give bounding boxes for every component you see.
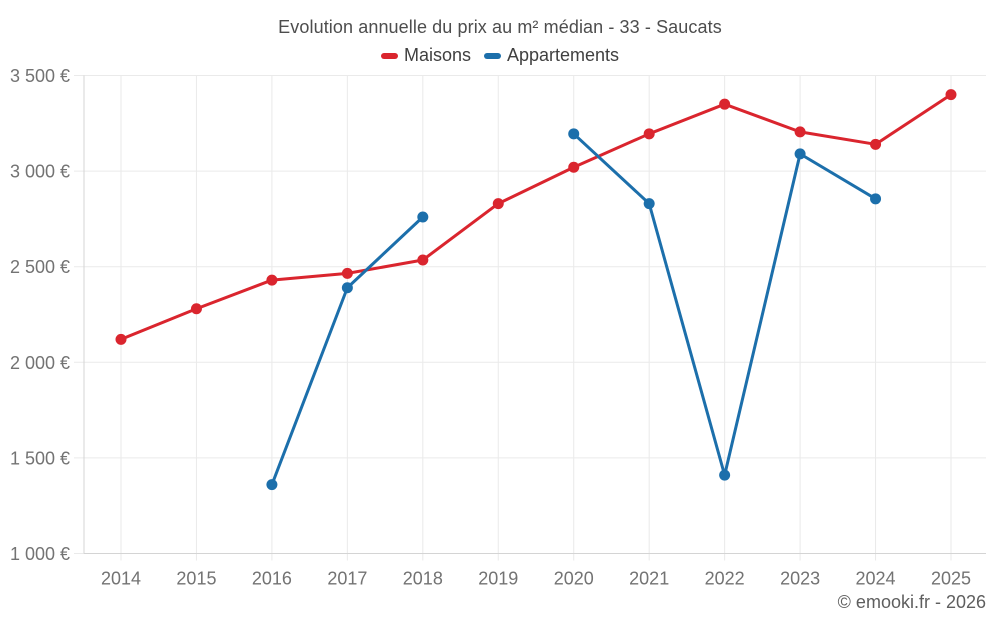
data-point-maisons-2021[interactable] [643,128,655,140]
series-appartements [266,128,882,491]
copyright-credit: © emooki.fr - 2026 [837,592,986,612]
data-point-maisons-2019[interactable] [492,198,504,210]
chart-title: Evolution annuelle du prix au m² médian … [278,17,722,37]
x-axis-label-2018: 2018 [403,569,443,589]
data-point-maisons-2014[interactable] [115,333,127,345]
data-point-maisons-2024[interactable] [870,138,882,150]
chart-legend: Maisons Appartements [0,45,1000,66]
x-axis-label-2025: 2025 [931,569,971,589]
x-axis-label-2024: 2024 [856,569,896,589]
legend-swatch-appartements [483,52,501,59]
x-axis-labels: 2014 2015 2016 2017 2018 2019 2020 2021 2022 2023… [101,569,971,589]
data-point-appartements-2022[interactable] [719,469,731,481]
data-point-appartements-2021[interactable] [643,198,655,210]
x-axis-label-2014: 2014 [101,569,141,589]
horizontal-gridlines [74,75,986,554]
data-point-maisons-2015[interactable] [190,303,202,315]
legend-item-appartements[interactable]: Appartements [483,45,620,66]
data-point-appartements-2016[interactable] [266,479,278,491]
x-axis-label-2015: 2015 [176,569,216,589]
x-axis-label-2023: 2023 [780,569,820,589]
data-point-appartements-2018[interactable] [417,211,429,223]
data-point-maisons-2022[interactable] [719,98,731,110]
data-point-appartements-2024[interactable] [870,193,882,205]
y-axis-labels: 1 000 € 1 500 € 2 000 € 2 500 € 3 000 € 3 500… [10,66,70,564]
series-maisons-line [119,93,953,341]
series-maisons [115,89,957,345]
data-point-appartements-2020[interactable] [568,128,580,140]
legend-swatch-maisons [380,52,398,59]
data-point-maisons-2017[interactable] [341,267,353,279]
y-axis-label-2500: 2 500 € [10,257,70,277]
data-point-appartements-2023[interactable] [794,148,806,160]
data-point-appartements-2017[interactable] [341,282,353,294]
y-axis-label-3000: 3 000 € [10,162,70,182]
x-axis-label-2022: 2022 [705,569,745,589]
x-axis-label-2019: 2019 [478,569,518,589]
y-axis-label-1000: 1 000 € [10,544,70,564]
x-axis-label-2016: 2016 [252,569,292,589]
legend-label-maisons: Maisons [403,45,471,65]
data-point-maisons-2016[interactable] [266,274,278,286]
x-axis-label-2020: 2020 [554,569,594,589]
x-axis-label-2021: 2021 [629,569,669,589]
legend-item-maisons[interactable]: Maisons [380,45,471,66]
data-point-maisons-2018[interactable] [417,254,429,266]
y-axis-label-2000: 2 000 € [10,353,70,373]
data-point-maisons-2025[interactable] [945,89,957,101]
data-point-maisons-2020[interactable] [568,161,580,173]
y-axis-label-3500: 3 500 € [10,66,70,86]
vertical-gridlines [120,75,952,561]
x-axis-label-2017: 2017 [327,569,367,589]
data-point-maisons-2023[interactable] [794,126,806,138]
y-axis-label-1500: 1 500 € [10,448,70,468]
legend-label-appartements: Appartements [506,45,620,65]
